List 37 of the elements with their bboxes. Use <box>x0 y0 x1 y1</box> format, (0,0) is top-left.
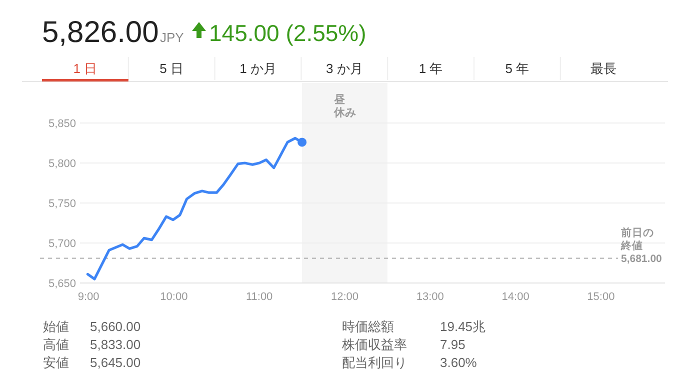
text: 最長 <box>590 61 617 76</box>
x-tick-label: 10:00 <box>160 291 188 303</box>
y-tick-label: 5,850 <box>48 118 76 130</box>
text: 高値 <box>43 337 69 352</box>
text: 時価総額 <box>342 319 394 334</box>
band-label: 昼休み <box>333 94 356 119</box>
annotation: 5,681.00 <box>621 253 662 266</box>
y-tick-label: 5,700 <box>48 238 76 250</box>
text: 5 年 <box>505 61 530 76</box>
text: 3 か月 <box>326 61 363 76</box>
text: 1 か月 <box>240 61 276 76</box>
x-tick-label: 9:00 <box>78 291 100 303</box>
text: 19.45兆 <box>440 319 486 334</box>
text: 5,833.00 <box>90 337 141 352</box>
text: 145.00 (2.55%) <box>209 20 366 46</box>
chart-title: 5,826.00 <box>42 16 159 49</box>
y-tick-label: 5,650 <box>48 278 76 290</box>
text: 1 日 <box>73 61 98 76</box>
ref-line-label: 前日の終値 <box>620 226 654 252</box>
text: 1 年 <box>418 61 443 76</box>
x-tick-label: 13:00 <box>416 291 444 303</box>
x-tick-label: 11:00 <box>246 291 273 303</box>
y-tick-label: 5,800 <box>48 158 76 170</box>
text: 5,645.00 <box>90 355 141 370</box>
text: 安値 <box>43 355 69 370</box>
text: 7.95 <box>440 337 466 352</box>
text: 5 日 <box>160 61 184 76</box>
text: 5,660.00 <box>90 319 141 334</box>
y-tick-label: 5,750 <box>48 198 76 210</box>
x-tick-label: 12:00 <box>330 291 359 303</box>
x-tick-label: 15:00 <box>587 291 615 303</box>
text: 株価収益率 <box>341 337 407 352</box>
text: 始値 <box>43 319 69 334</box>
text: 3.60% <box>440 355 478 370</box>
text: 配当利回り <box>342 355 407 370</box>
text: JPY <box>160 30 184 45</box>
x-tick-label: 14:00 <box>502 291 530 303</box>
